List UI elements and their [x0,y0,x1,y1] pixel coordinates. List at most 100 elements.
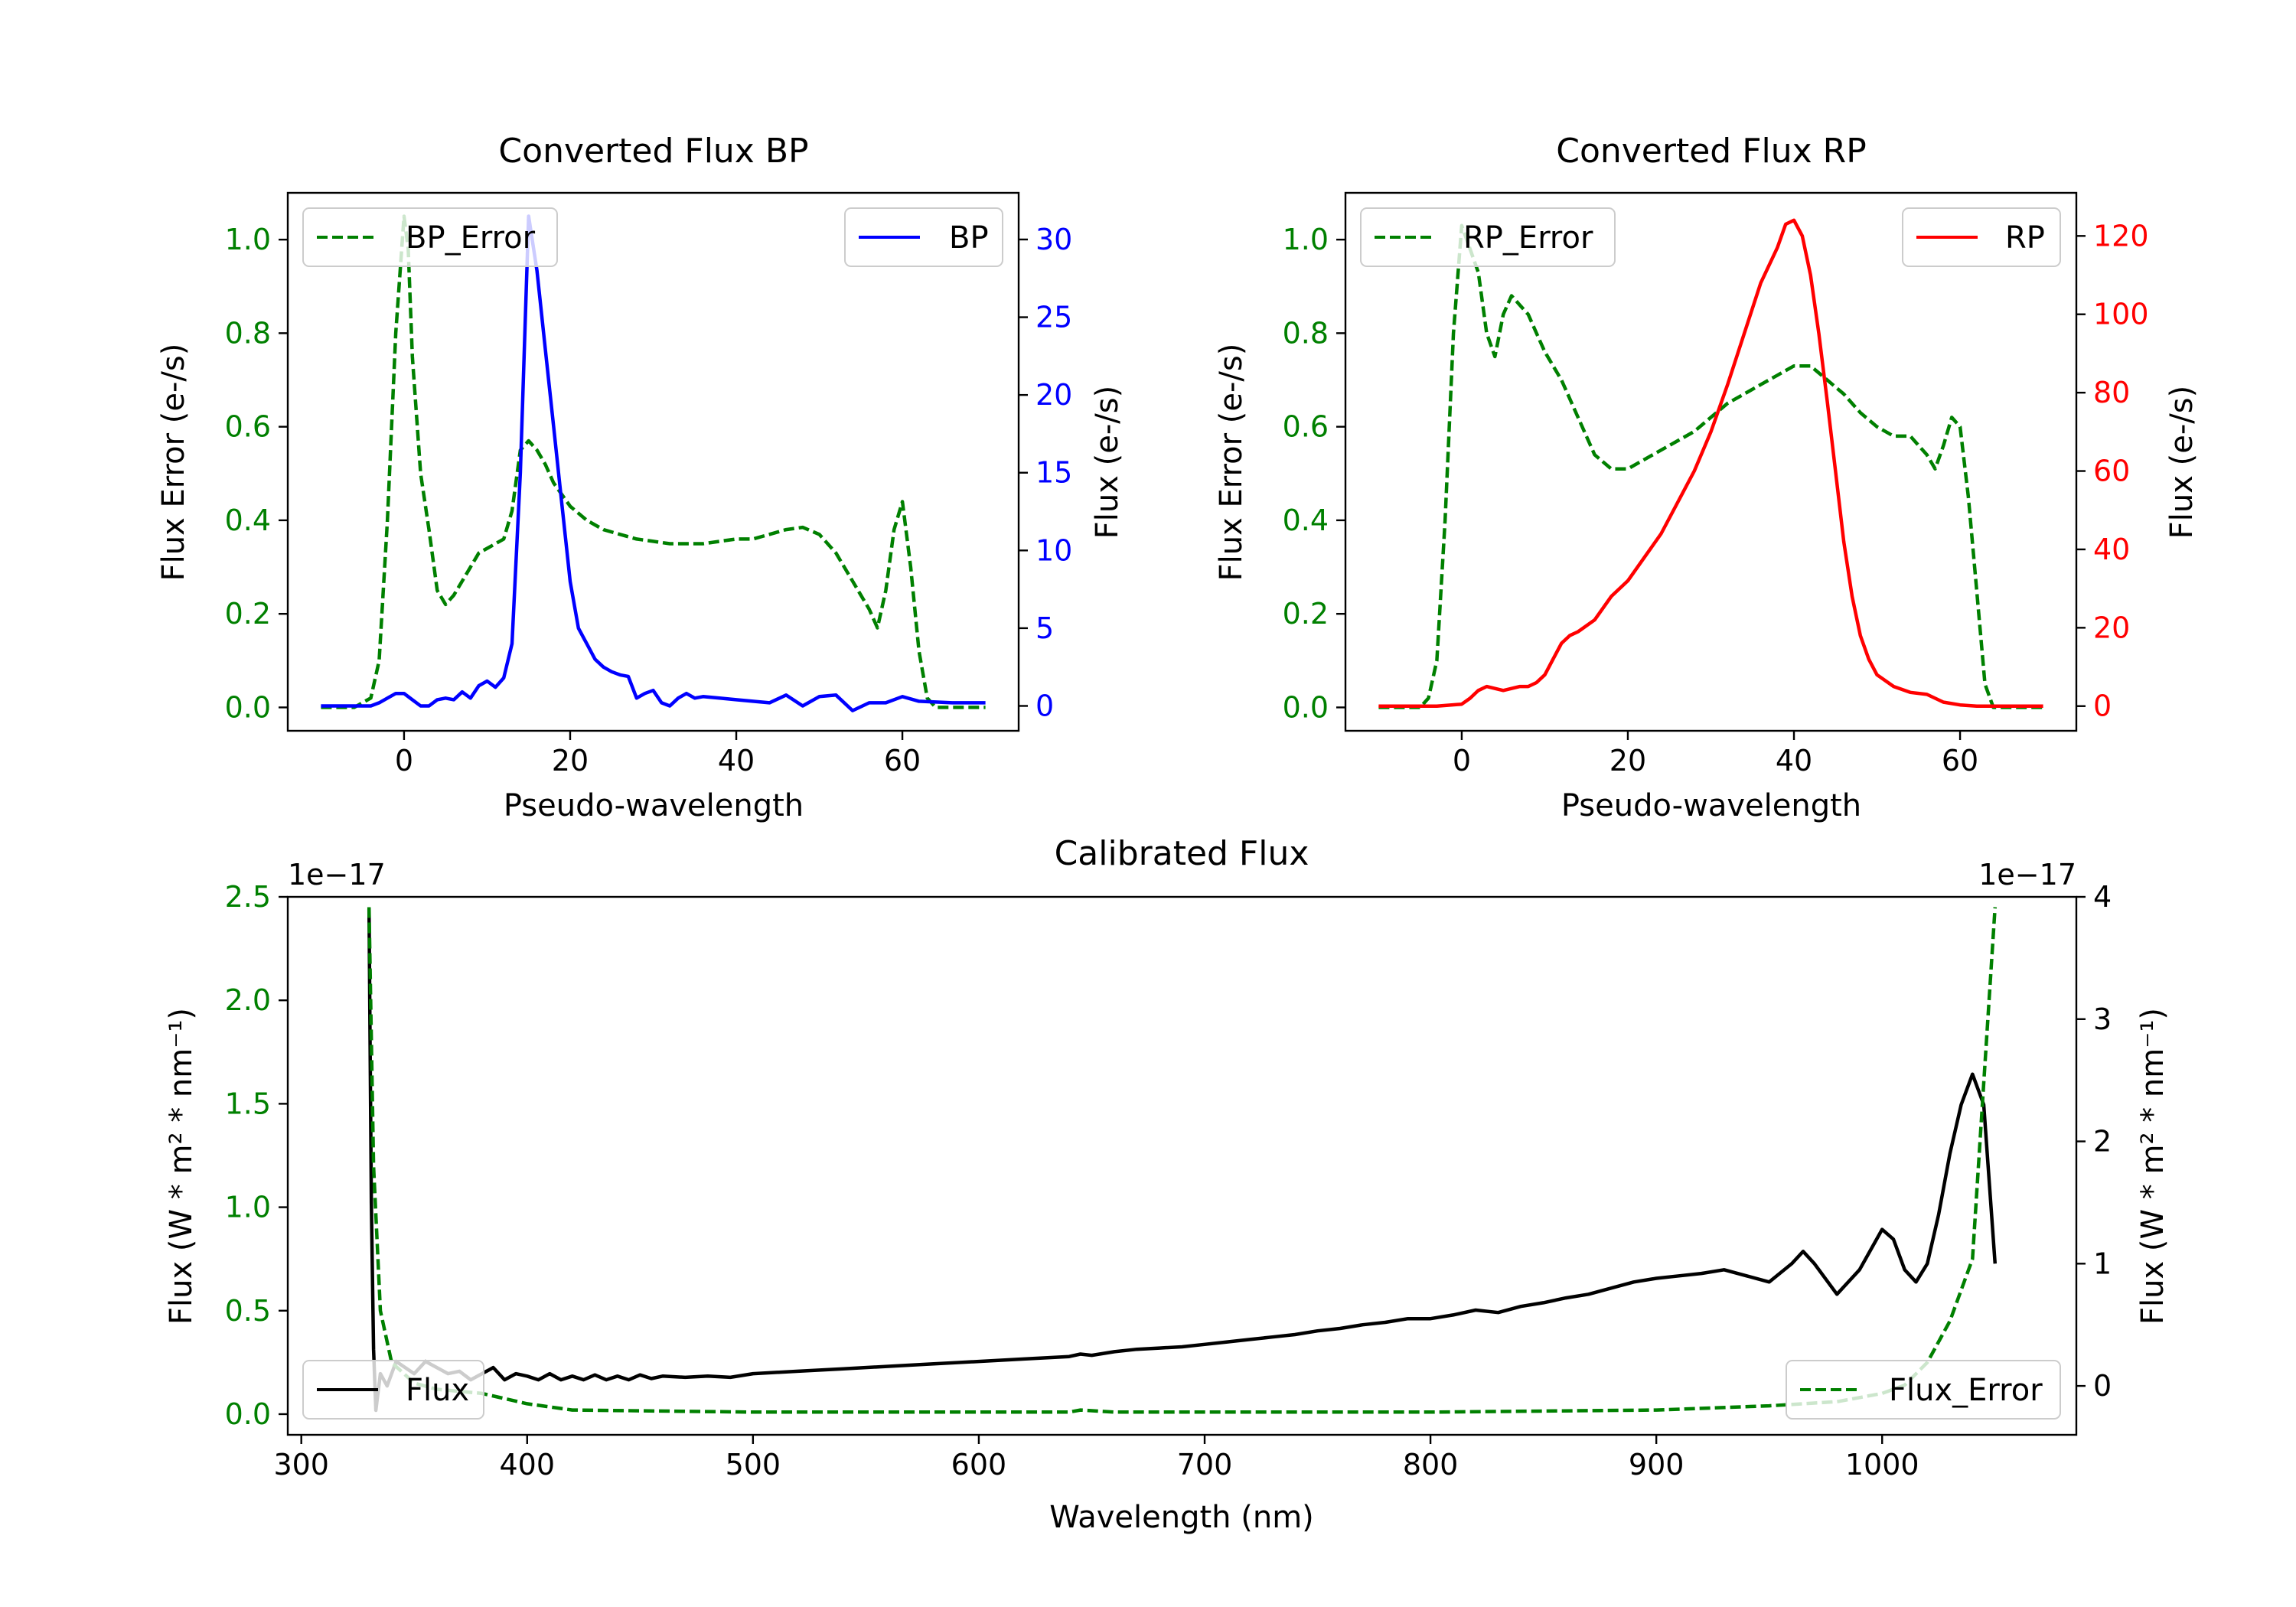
cal-xtick-label: 400 [500,1448,556,1482]
bp-rtick-label: 10 [1035,533,1072,567]
rp-ylabel-right: Flux (e-/s) [2164,386,2200,539]
rp-title: Converted Flux RP [1556,132,1867,171]
bp-xtick-label: 60 [884,744,921,777]
bp-legend-right: BP [844,207,1003,267]
cal-xtick-label: 700 [1177,1448,1233,1482]
bp-xlabel: Pseudo-wavelength [504,788,804,823]
bp-xtick-label: 20 [552,744,589,777]
rp-left-ticks: 0.0 0.2 0.4 0.6 0.8 1.0 [1283,223,1345,724]
rp-series-rp-error [1378,223,2043,709]
rp-xtick-label: 40 [1776,744,1812,777]
cal-axes-frame [286,895,2078,1436]
rp-ltick-label: 1.0 [1283,223,1329,256]
bp-rtick-label: 5 [1035,611,1054,645]
rp-rtick-label: 60 [2093,455,2130,488]
rp-ltick-label: 0.6 [1283,410,1329,444]
rp-legend-right-box [1902,207,2061,267]
cal-legend-error-label: Flux_Error [1889,1373,2043,1408]
rp-series-rp [1378,218,2043,708]
cal-xtick-label: 500 [726,1448,781,1482]
bp-ltick-label: 0.4 [225,504,271,537]
cal-ltick-label: 2.0 [225,983,271,1017]
bp-legend-flux-label: BP [949,220,989,256]
rp-ltick-label: 0.0 [1283,690,1329,724]
bp-series-bp-error [321,214,986,709]
bp-rtick-label: 20 [1035,378,1072,412]
cal-ylabel-left: Flux (W * m² * nm⁻¹) [164,1008,199,1325]
rp-xtick-label: 60 [1942,744,1978,777]
bp-ltick-label: 0.0 [225,690,271,724]
cal-xtick-label: 1000 [1845,1448,1919,1482]
cal-ltick-label: 1.0 [225,1191,271,1224]
cal-rtick-label: 1 [2093,1247,2112,1280]
bp-xtick-label: 40 [718,744,755,777]
bp-xtick-label: 0 [395,744,413,777]
rp-xtick-label: 20 [1609,744,1646,777]
panel-rp: Converted Flux RP 0 20 40 60 0.00.20.40.60.… [1214,132,2200,823]
cal-left-ticks: 0.0 0.5 1.0 1.5 2.0 2.5 [225,880,288,1431]
bp-right-ticks: 0 5 10 15 20 25 30 [1019,223,1072,722]
bp-axes-frame [286,191,1020,732]
rp-legend-left: RP_Error [1360,207,1616,267]
rp-rtick-label: 20 [2093,611,2130,644]
bp-rtick-label: 30 [1035,223,1072,256]
cal-rtick-label: 3 [2093,1002,2112,1036]
bp-title: Converted Flux BP [498,132,808,171]
rp-xtick-label: 0 [1453,744,1471,777]
rp-rtick-label: 40 [2093,533,2130,566]
cal-xtick-label: 600 [951,1448,1007,1482]
bp-rtick-label: 25 [1035,301,1072,334]
cal-title: Calibrated Flux [1055,834,1309,873]
cal-rtick-label: 2 [2093,1125,2112,1159]
rp-ltick-label: 0.2 [1283,597,1329,631]
cal-x-ticks: 300 400 500 600 700 800 900 1000 [273,1435,1919,1482]
cal-offset-right: 1e−17 [1978,858,2076,892]
bp-legend-right-box [844,207,1003,267]
cal-ltick-label: 1.5 [225,1087,271,1120]
cal-xtick-label: 300 [273,1448,329,1482]
bp-rtick-label: 15 [1035,456,1072,490]
bp-ylabel-right: Flux (e-/s) [1090,386,1125,539]
cal-ylabel-right: Flux (W * m² * nm⁻¹) [2135,1008,2170,1325]
rp-axes-frame [1344,191,2078,732]
rp-ylabel-left: Flux Error (e-/s) [1214,344,1249,582]
cal-xtick-label: 900 [1629,1448,1684,1482]
cal-series-flux-error [367,907,1998,1414]
rp-legend-flux-label: RP [2005,220,2045,256]
cal-ltick-label: 2.5 [225,880,271,914]
cal-rtick-label: 4 [2093,880,2112,914]
bp-rtick-label: 0 [1035,689,1054,722]
cal-ltick-label: 0.0 [225,1397,271,1431]
rp-rtick-label: 80 [2093,376,2130,409]
bp-legend-error-label: BP_Error [406,220,536,256]
rp-rtick-label: 0 [2093,689,2112,723]
cal-xlabel: Wavelength (nm) [1049,1500,1314,1535]
rp-legend-right: RP [1902,207,2061,267]
bp-ltick-label: 0.2 [225,597,271,631]
cal-series-flux [367,908,1998,1413]
bp-ylabel-left: Flux Error (e-/s) [156,344,191,582]
rp-rtick-label: 100 [2093,298,2149,331]
panel-calibrated: Calibrated Flux 1e−17 1e−17 300 400 500 600… [164,834,2170,1535]
rp-legend-error-label: RP_Error [1463,220,1593,256]
rp-legend-left-box [1360,207,1616,267]
cal-right-ticks: 0 1 2 3 4 [2076,880,2112,1403]
cal-legend-left-box [302,1360,484,1420]
panel-bp: Converted Flux BP 0 20 40 60 0.00.20.40.60.… [156,132,1125,823]
bp-left-ticks: 0.0 0.2 0.4 0.6 0.8 1.0 [225,223,288,724]
bp-x-ticks: 0 20 40 60 [395,731,921,777]
bp-ltick-label: 0.8 [225,316,271,350]
cal-rtick-label: 0 [2093,1369,2112,1403]
rp-rtick-label: 120 [2093,219,2149,253]
bp-ltick-label: 0.6 [225,410,271,444]
cal-xtick-label: 800 [1403,1448,1459,1482]
rp-ltick-label: 0.8 [1283,316,1329,350]
cal-series-group [367,907,1998,1414]
rp-series-group [1378,218,2043,709]
cal-legend-left: Flux [302,1360,484,1420]
cal-legend-right-box [1786,1360,2061,1420]
cal-legend-flux-label: Flux [406,1373,469,1408]
bp-ltick-label: 1.0 [225,223,271,256]
bp-series-bp [321,214,986,712]
